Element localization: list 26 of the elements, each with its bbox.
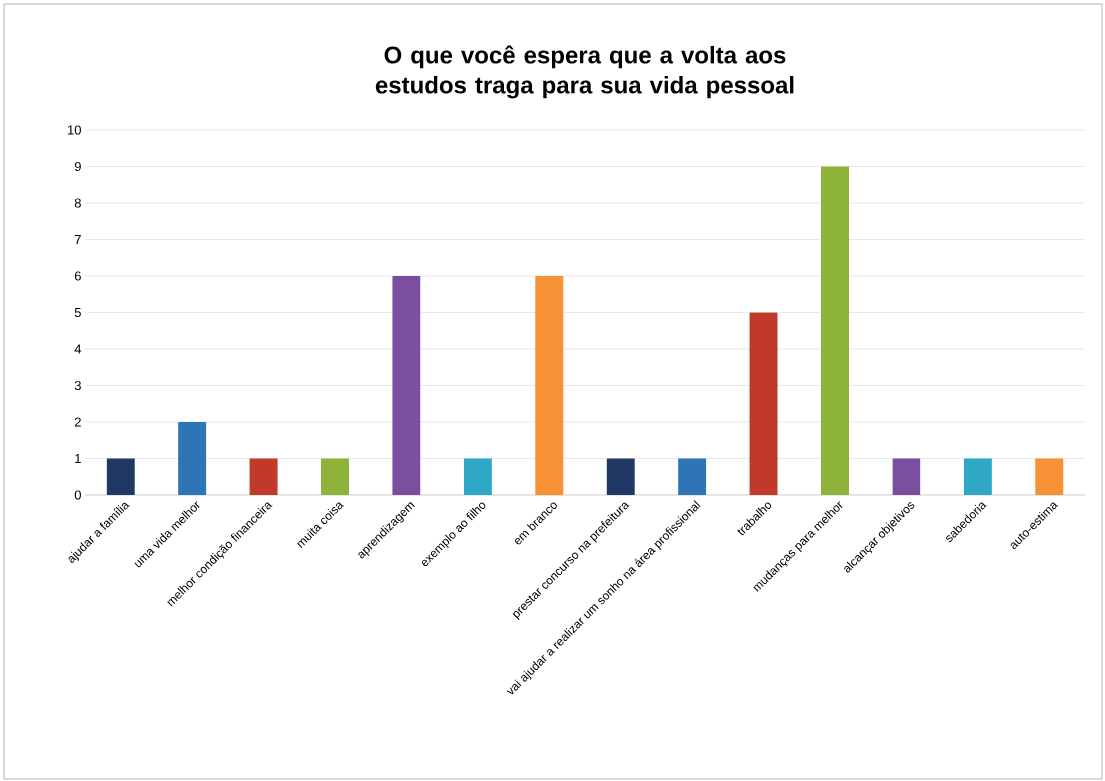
y-tick-label: 6 bbox=[74, 271, 81, 281]
bar bbox=[821, 166, 849, 495]
bar bbox=[606, 458, 635, 495]
y-tick-label: 0 bbox=[74, 490, 81, 500]
y-tick-label: 1 bbox=[75, 454, 81, 463]
bar bbox=[749, 312, 778, 495]
bar bbox=[963, 458, 992, 495]
y-tick-label: 8 bbox=[74, 198, 81, 208]
y-tick-label: 7 bbox=[74, 235, 81, 244]
bar bbox=[1035, 458, 1064, 495]
bar bbox=[249, 458, 278, 495]
bar bbox=[178, 421, 207, 495]
y-tick-label: 9 bbox=[74, 161, 81, 172]
bar bbox=[392, 275, 421, 495]
bar bbox=[321, 458, 350, 495]
y-tick-label: 4 bbox=[74, 344, 82, 354]
y-tick-label: 2 bbox=[74, 417, 81, 427]
bar bbox=[535, 275, 564, 495]
bar bbox=[678, 458, 707, 495]
y-tick-label: 5 bbox=[74, 307, 81, 318]
bar bbox=[892, 458, 921, 495]
y-tick-label: 3 bbox=[74, 380, 81, 391]
chart-title: O que você espera que a volta aos estudos traga para sua vida pessoal bbox=[375, 45, 794, 99]
y-tick-label: 10 bbox=[68, 125, 81, 135]
bar bbox=[106, 458, 135, 495]
bar bbox=[463, 458, 492, 495]
